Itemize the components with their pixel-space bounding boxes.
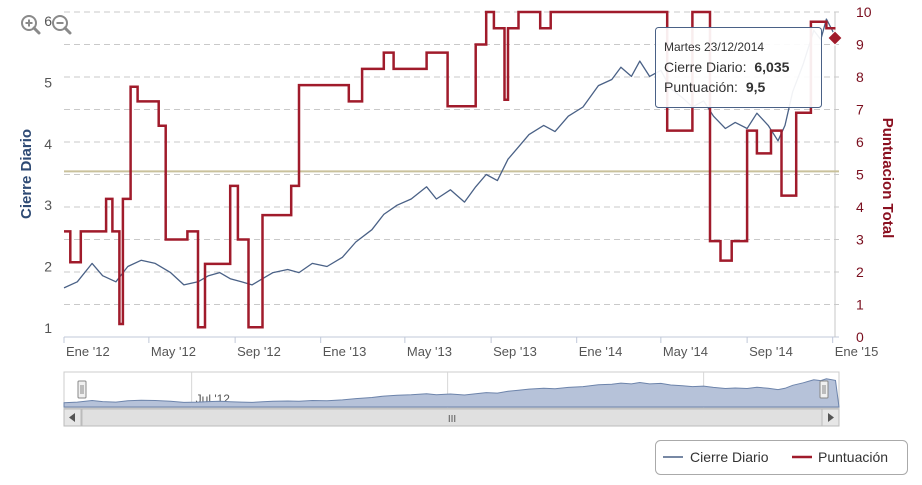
tooltip: Martes 23/12/2014 Cierre Diario: 6,035 P… [655, 27, 822, 108]
zoom-in-icon[interactable] [21, 15, 41, 35]
left-axis-title: Cierre Diario [18, 129, 35, 219]
y-right-tick-label: 10 [856, 4, 872, 20]
arrow-right-icon[interactable] [828, 413, 834, 422]
right-axis-title: Puntuacion Total [879, 118, 896, 239]
zoom-out-icon[interactable] [52, 15, 72, 35]
series-line-cierre-diario [63, 18, 837, 289]
y-right-tick-label: 0 [856, 329, 864, 345]
scroll-right-button[interactable] [821, 408, 840, 427]
x-tick-label: Sep '12 [237, 344, 281, 359]
tooltip-date: Martes 23/12/2014 [664, 40, 764, 54]
y-left-tick-label: 6 [44, 13, 52, 29]
y-right-tick-label: 5 [856, 167, 864, 183]
legend-label-puntuacion: Puntuación [818, 449, 888, 465]
tooltip-value-cierre: 6,035 [754, 59, 789, 75]
left-axis-ticks: 1 2 3 4 5 6 [44, 13, 52, 336]
legend-item-puntuacion[interactable]: Puntuación [792, 449, 888, 465]
y-right-tick-label: 6 [856, 134, 864, 150]
tooltip-label-puntuacion: Puntuación: [664, 79, 738, 95]
legend-box [655, 440, 908, 475]
x-tick-label: Ene '14 [579, 344, 623, 359]
y-right-tick-label: 4 [856, 199, 864, 215]
y-left-tick-label: 1 [44, 320, 52, 336]
y-right-tick-label: 1 [856, 297, 864, 313]
hover-marker-puntuacion [827, 30, 843, 46]
y-right-tick-label: 8 [856, 69, 864, 85]
tooltip-value-puntuacion: 9,5 [746, 79, 766, 95]
zoom-in-button[interactable] [21, 15, 41, 35]
x-tick-label: Ene '13 [323, 344, 367, 359]
series-line-puntuacion [64, 10, 836, 329]
legend-label-cierre: Cierre Diario [690, 449, 769, 465]
navigator-handle-left[interactable] [77, 380, 87, 399]
right-axis-ticks: 0 1 2 3 4 5 6 7 8 9 10 [856, 4, 872, 345]
y-left-tick-label: 3 [44, 197, 52, 213]
y-right-tick-label: 3 [856, 232, 864, 248]
x-tick-label: Ene '12 [66, 344, 110, 359]
legend: Cierre Diario Puntuación [655, 440, 908, 475]
y-right-tick-label: 9 [856, 37, 864, 53]
x-tick-label: May '12 [151, 344, 196, 359]
x-tick-label: May '13 [407, 344, 452, 359]
arrow-left-icon[interactable] [69, 413, 75, 422]
x-tick-label: May '14 [663, 344, 708, 359]
legend-item-cierre[interactable]: Cierre Diario [663, 449, 769, 465]
tooltip-row-cierre: Cierre Diario: 6,035 [664, 59, 790, 75]
series-group [63, 10, 837, 329]
x-tick-label: Ene '15 [835, 344, 879, 359]
y-left-tick-label: 2 [44, 258, 52, 274]
y-right-tick-label: 7 [856, 102, 864, 118]
scrollbar[interactable]: III [63, 408, 840, 427]
x-axis-ticks: Ene '12 May '12 Sep '12 Ene '13 May '13 Sep '… [63, 337, 879, 359]
x-tick-label: Sep '14 [749, 344, 793, 359]
navigator-handle-right[interactable] [819, 380, 829, 399]
x-tick-label: Sep '13 [493, 344, 537, 359]
y-left-tick-label: 4 [44, 136, 52, 152]
y-right-tick-label: 2 [856, 264, 864, 280]
zoom-out-button[interactable] [52, 15, 72, 35]
navigator-series [63, 378, 840, 408]
scrollbar-grip-label: III [448, 414, 456, 425]
scroll-left-button[interactable] [63, 408, 82, 427]
tooltip-label-cierre: Cierre Diario: [664, 59, 746, 75]
y-left-tick-label: 5 [44, 75, 52, 91]
tooltip-row-puntuacion: Puntuación: 9,5 [664, 79, 766, 95]
navigator[interactable]: Jul '12Jul '13Jul '14 [63, 371, 840, 409]
